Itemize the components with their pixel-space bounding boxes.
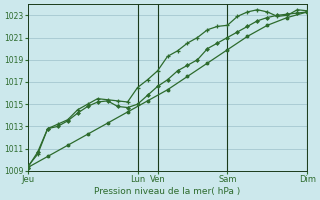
X-axis label: Pression niveau de la mer( hPa ): Pression niveau de la mer( hPa ) [94,187,241,196]
